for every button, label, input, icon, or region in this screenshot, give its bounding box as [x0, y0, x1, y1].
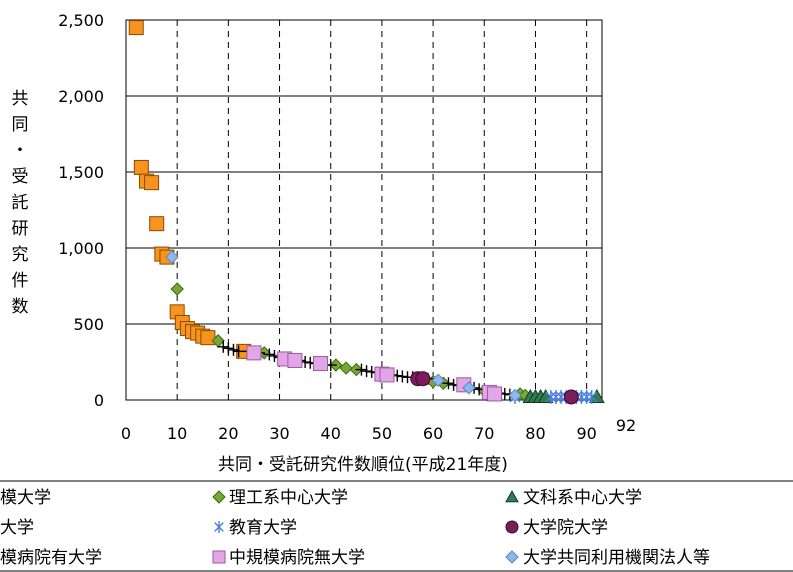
legend-label: 大学院大学	[523, 518, 608, 538]
legend-label: 模大学	[0, 488, 51, 508]
data-point	[246, 345, 262, 361]
legend-label: 文科系中心大学	[523, 488, 642, 508]
x-tick-label: 50	[372, 424, 392, 443]
x-tick-label: 60	[423, 424, 443, 443]
data-point	[128, 20, 144, 36]
data-point	[431, 373, 445, 387]
data-point	[415, 371, 431, 387]
x-tick-label: 92	[616, 416, 636, 435]
data-point	[287, 352, 303, 368]
legend-marker	[214, 521, 224, 533]
data-point	[222, 342, 235, 355]
x-tick-label: 0	[121, 424, 131, 443]
x-tick-label: 40	[321, 424, 341, 443]
data-point	[442, 377, 455, 390]
y-axis-title: 共同・受託研究件数	[12, 89, 29, 317]
data-point	[200, 330, 216, 346]
y-tick-label: 1,000	[58, 239, 104, 258]
y-axis-ticks: 0 500 1,000 1,500 2,000 2,500	[58, 11, 104, 410]
data-point	[508, 388, 522, 403]
data-point	[144, 175, 160, 191]
data-point	[165, 250, 179, 264]
series-square	[128, 20, 252, 359]
series-square	[246, 345, 503, 402]
data-point	[396, 370, 409, 383]
series-triangle	[522, 388, 605, 404]
legend-label: 理工系中心大学	[229, 488, 348, 508]
x-tick-label: 70	[474, 424, 494, 443]
data-point	[263, 348, 276, 361]
data-point	[586, 389, 598, 404]
y-axis-title-char: 究	[12, 245, 29, 265]
data-point	[462, 381, 476, 395]
y-axis-title-char: 託	[12, 193, 29, 213]
y-axis-title-char: 数	[12, 297, 29, 317]
y-axis-title-char: 同	[12, 115, 29, 135]
legend-label: 教育大学	[229, 518, 297, 538]
x-tick-label: 80	[525, 424, 545, 443]
legend-label: 中規模病院無大学	[229, 548, 365, 568]
data-point	[360, 365, 373, 378]
legend-marker	[505, 550, 519, 564]
x-tick-label: 90	[576, 424, 596, 443]
gridlines	[126, 20, 602, 400]
data-point	[339, 361, 353, 375]
y-axis-title-char: 件	[12, 271, 29, 291]
legend-marker	[505, 489, 519, 503]
y-tick-label: 500	[73, 315, 104, 334]
x-axis-title: 共同・受託研究件数順位(平成21年度)	[218, 455, 508, 475]
y-tick-label: 0	[94, 391, 104, 410]
data-points	[128, 20, 605, 405]
data-point	[133, 159, 149, 175]
data-point	[170, 282, 184, 296]
x-tick-label: 10	[167, 424, 187, 443]
x-tick-label: 30	[269, 424, 289, 443]
legend-marker	[212, 550, 226, 564]
legend-label: 大学共同利用機関法人等	[523, 548, 710, 568]
data-point	[312, 356, 328, 372]
data-point	[227, 343, 240, 356]
y-axis-title-char: 研	[12, 219, 29, 239]
data-point	[487, 386, 503, 402]
y-axis-title-char: 受	[12, 167, 29, 187]
legend-marker	[505, 520, 519, 534]
data-point	[563, 389, 579, 405]
data-point	[217, 340, 230, 353]
legend-marker	[212, 490, 226, 504]
data-point	[232, 345, 245, 358]
data-point	[379, 367, 395, 383]
y-axis-title-char: ・	[12, 141, 29, 161]
y-axis-title-char: 共	[12, 89, 29, 109]
data-point	[149, 216, 165, 232]
legend-label: 大学	[0, 518, 34, 538]
y-tick-label: 2,000	[58, 87, 104, 106]
x-tick-label: 20	[218, 424, 238, 443]
legend-label: 模病院有大学	[0, 548, 102, 568]
data-point	[355, 363, 368, 376]
y-tick-label: 1,500	[58, 163, 104, 182]
y-tick-label: 2,500	[58, 11, 104, 30]
series-diamond	[165, 250, 522, 403]
x-axis-ticks: 0 10 20 30 40 50 60 70 80 90 92	[121, 416, 636, 443]
